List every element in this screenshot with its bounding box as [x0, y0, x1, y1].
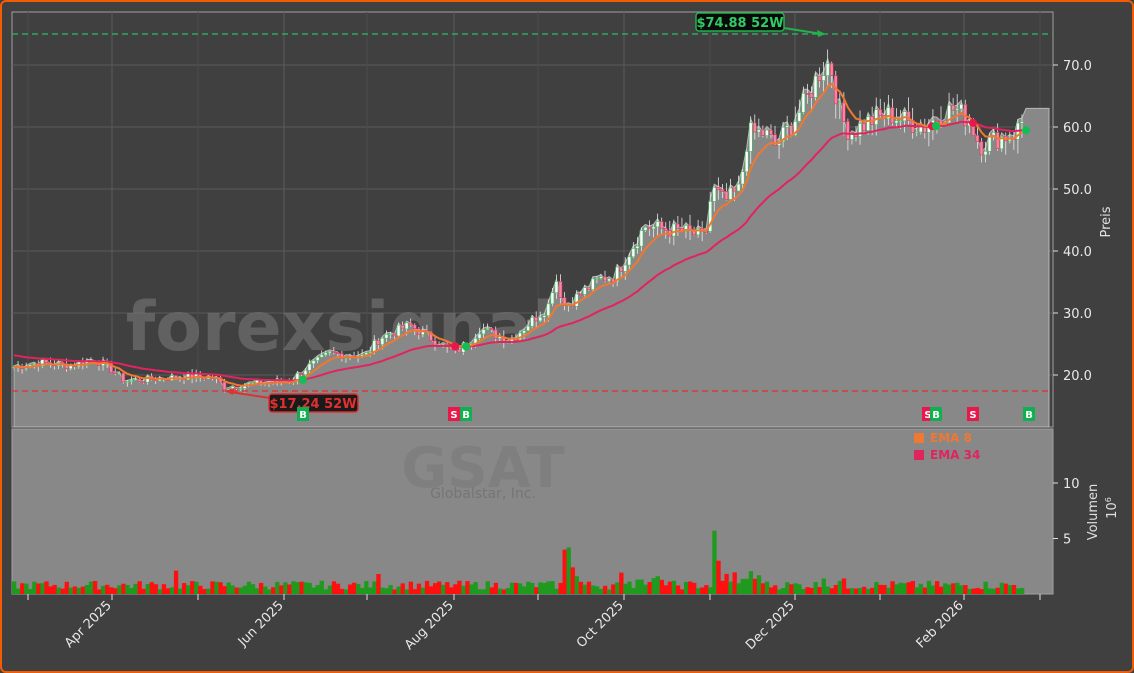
- svg-text:60.0: 60.0: [1063, 121, 1092, 136]
- signal-b: [460, 407, 472, 421]
- svg-text:B: B: [299, 410, 307, 421]
- svg-text:B: B: [932, 410, 940, 421]
- svg-text:70.0: 70.0: [1063, 59, 1092, 74]
- svg-text:40.0: 40.0: [1063, 245, 1092, 260]
- legend-swatch-ema8: [914, 433, 924, 443]
- svg-text:Apr 2025: Apr 2025: [62, 598, 115, 651]
- signal-s: [967, 407, 979, 421]
- svg-text:Oct 2025: Oct 2025: [574, 598, 627, 651]
- volume-bars: [11, 530, 1025, 594]
- crossover-markers: [299, 118, 1030, 384]
- svg-text:S: S: [450, 410, 457, 421]
- legend-swatch-ema34: [914, 450, 924, 460]
- svg-text:10: 10: [1063, 477, 1080, 492]
- y-axis: 20.0 30.0 40.0 50.0 60.0 70.0 5 10: [1053, 59, 1092, 548]
- price-axis-label: Preis: [1099, 206, 1114, 237]
- signal-b: [297, 407, 309, 421]
- volume-exponent: 106: [1104, 497, 1120, 519]
- svg-text:$74.88 52W: $74.88 52W: [696, 16, 783, 31]
- svg-text:50.0: 50.0: [1063, 183, 1092, 198]
- svg-text:20.0: 20.0: [1063, 369, 1092, 384]
- legend-ema34: EMA 34: [930, 448, 980, 462]
- signal-b: [930, 407, 942, 421]
- legend: EMA 8 EMA 34: [914, 431, 980, 462]
- svg-text:S: S: [969, 410, 976, 421]
- low-52w-annotation: $17.24 52W: [225, 388, 359, 413]
- svg-text:Dec 2025: Dec 2025: [743, 598, 798, 653]
- svg-text:30.0: 30.0: [1063, 307, 1092, 322]
- svg-text:S: S: [924, 410, 931, 421]
- volume-axis-label: Volumen: [1086, 484, 1101, 541]
- svg-text:Jun 2025: Jun 2025: [235, 598, 287, 650]
- svg-text:GSAT: GSAT: [401, 436, 565, 501]
- signal-s: [448, 407, 460, 421]
- volume-panel: [11, 428, 1054, 595]
- svg-text:Globalstar, Inc.: Globalstar, Inc.: [430, 486, 536, 502]
- high-52w-annotation: $74.88 52W: [695, 12, 826, 37]
- legend-ema8: EMA 8: [930, 431, 972, 445]
- svg-text:B: B: [462, 410, 470, 421]
- ema34-line: [13, 120, 1023, 382]
- x-axis: Apr 2025 Jun 2025 Aug 2025 Oct 2025 Dec 2025…: [27, 594, 1041, 653]
- ema8-line: [13, 82, 1023, 387]
- svg-text:Aug 2025: Aug 2025: [402, 598, 457, 653]
- svg-text:$17.24 52W: $17.24 52W: [269, 397, 356, 412]
- signal-b: [1023, 407, 1035, 421]
- svg-text:B: B: [1025, 410, 1033, 421]
- svg-text:Feb 2026: Feb 2026: [914, 598, 967, 651]
- svg-text:5: 5: [1063, 533, 1071, 548]
